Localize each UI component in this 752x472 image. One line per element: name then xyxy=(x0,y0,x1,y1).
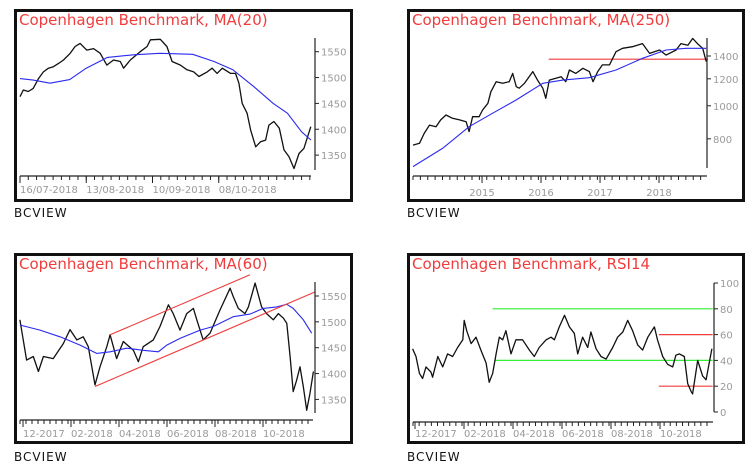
y-tick-label: 1500 xyxy=(321,318,346,329)
y-tick-label: 1400 xyxy=(321,125,346,136)
series-line-ma-250- xyxy=(412,47,707,168)
panel-ma20 xyxy=(14,9,353,202)
x-tick-label: 10/09-2018 xyxy=(152,185,210,196)
x-tick-label: 06-2018 xyxy=(562,429,604,440)
series-line-rsi14 xyxy=(412,314,713,395)
y-tick-label: 1400 xyxy=(321,370,346,381)
x-tick-label: 2015 xyxy=(469,188,494,199)
y-tick-label: 1550 xyxy=(321,292,346,303)
x-tick-label: 10-2018 xyxy=(660,429,702,440)
y-tick-label: 60 xyxy=(720,331,733,342)
source-label: BCVIEW xyxy=(407,450,461,464)
x-tick-label: 06-2018 xyxy=(167,429,209,440)
x-tick-label: 2018 xyxy=(646,188,671,199)
y-tick-label: 20 xyxy=(720,382,733,393)
x-tick-label: 04-2018 xyxy=(119,429,161,440)
source-label: BCVIEW xyxy=(14,206,68,220)
y-tick-label: 1350 xyxy=(321,395,346,406)
y-tick-label: 1450 xyxy=(321,99,346,110)
chart-title-ma20: Copenhagen Benchmark, MA(20) xyxy=(19,11,268,29)
x-tick-label: 08-2018 xyxy=(611,429,653,440)
y-tick-label: 1500 xyxy=(321,74,346,85)
x-tick-label: 08/10-2018 xyxy=(219,185,277,196)
x-tick-label: 10-2018 xyxy=(263,429,305,440)
series-line-price xyxy=(19,38,312,170)
y-tick-label: 1000 xyxy=(713,102,738,113)
series-line-price xyxy=(19,282,315,411)
panel-ma250 xyxy=(407,9,745,202)
y-tick-label: 100 xyxy=(720,279,739,290)
x-tick-label: 12-2017 xyxy=(23,429,65,440)
panel-rsi14 xyxy=(407,253,745,444)
chart-title-ma250: Copenhagen Benchmark, MA(250) xyxy=(412,11,671,29)
y-tick-label: 40 xyxy=(720,356,733,367)
x-tick-label: 16/07-2018 xyxy=(20,185,78,196)
x-tick-label: 12-2017 xyxy=(415,429,457,440)
series-line-price xyxy=(412,37,707,146)
chart-title-rsi14: Copenhagen Benchmark, RSI14 xyxy=(412,255,651,273)
x-tick-label: 02-2018 xyxy=(71,429,113,440)
x-tick-label: 2017 xyxy=(587,188,612,199)
y-tick-label: 1450 xyxy=(321,344,346,355)
y-tick-label: 800 xyxy=(713,135,732,146)
series-line-ma-20- xyxy=(19,52,312,141)
chart-title-ma60: Copenhagen Benchmark, MA(60) xyxy=(19,255,268,273)
y-tick-label: 1550 xyxy=(321,48,346,59)
y-tick-label: 0 xyxy=(720,408,726,419)
y-tick-label: 1350 xyxy=(321,151,346,162)
series-line-channel-lower xyxy=(94,291,316,388)
y-tick-label: 1400 xyxy=(713,52,738,63)
y-tick-label: 1200 xyxy=(713,75,738,86)
x-tick-label: 02-2018 xyxy=(464,429,506,440)
source-label: BCVIEW xyxy=(14,450,68,464)
x-tick-label: 04-2018 xyxy=(513,429,555,440)
source-label: BCVIEW xyxy=(407,206,461,220)
x-tick-label: 13/08-2018 xyxy=(86,185,144,196)
y-tick-label: 80 xyxy=(720,305,733,316)
x-tick-label: 2016 xyxy=(528,188,553,199)
series-line-channel-upper xyxy=(109,274,251,336)
x-tick-label: 08-2018 xyxy=(215,429,257,440)
